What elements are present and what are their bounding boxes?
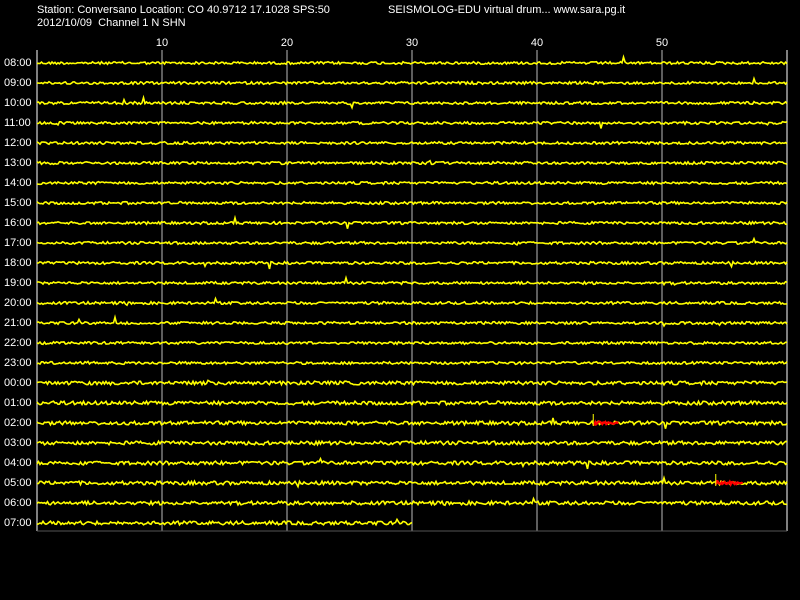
station-info: Station: Conversano Location: CO 40.9712… bbox=[37, 4, 330, 16]
trace-1100 bbox=[36, 120, 788, 129]
trace-0000 bbox=[36, 379, 788, 387]
trace-1600 bbox=[36, 214, 788, 229]
hour-row-label: 15:00 bbox=[4, 197, 32, 209]
trace-0100 bbox=[36, 399, 788, 407]
event-trace bbox=[714, 479, 744, 488]
hour-row-label: 02:00 bbox=[4, 417, 32, 429]
trace-0700 bbox=[36, 517, 413, 527]
hour-row-label: 22:00 bbox=[4, 337, 32, 349]
event-trace bbox=[593, 419, 619, 427]
hour-row-label: 13:00 bbox=[4, 157, 32, 169]
hour-row-label: 20:00 bbox=[4, 297, 32, 309]
date-channel-info: 2012/10/09 Channel 1 N SHN bbox=[37, 17, 186, 29]
trace-1500 bbox=[36, 200, 788, 206]
hour-row-label: 06:00 bbox=[4, 497, 32, 509]
hour-row-label: 16:00 bbox=[4, 217, 32, 229]
trace-1800 bbox=[36, 260, 788, 270]
hour-row-label: 04:00 bbox=[4, 457, 32, 469]
trace-2000 bbox=[36, 296, 788, 307]
minute-tick-label: 50 bbox=[655, 37, 669, 49]
hour-row-label: 01:00 bbox=[4, 397, 32, 409]
hour-row-label: 07:00 bbox=[4, 517, 32, 529]
trace-0300 bbox=[36, 439, 788, 447]
trace-1400 bbox=[36, 180, 788, 186]
hour-row-label: 00:00 bbox=[4, 377, 32, 389]
trace-0200 bbox=[36, 417, 788, 429]
trace-1000 bbox=[36, 94, 788, 110]
trace-2300 bbox=[36, 360, 788, 366]
hour-row-label: 19:00 bbox=[4, 277, 32, 289]
drum-title: SEISMOLOG-EDU virtual drum... www.sara.p… bbox=[388, 4, 626, 16]
hour-row-label: 21:00 bbox=[4, 317, 32, 329]
hour-row-label: 18:00 bbox=[4, 257, 32, 269]
minute-tick-label: 20 bbox=[280, 37, 294, 49]
hour-row-label: 14:00 bbox=[4, 177, 32, 189]
trace-2100 bbox=[36, 314, 788, 328]
trace-0500 bbox=[36, 475, 788, 489]
hour-row-label: 03:00 bbox=[4, 437, 32, 449]
trace-1300 bbox=[36, 159, 788, 166]
minute-tick-label: 30 bbox=[405, 37, 419, 49]
trace-0900 bbox=[36, 75, 788, 86]
trace-0400 bbox=[36, 456, 788, 470]
hour-row-label: 10:00 bbox=[4, 97, 32, 109]
trace-1700 bbox=[36, 236, 788, 247]
hour-row-label: 05:00 bbox=[4, 477, 32, 489]
trace-2200 bbox=[36, 340, 787, 346]
trace-0600 bbox=[36, 496, 788, 507]
hour-row-label: 23:00 bbox=[4, 357, 32, 369]
trace-0800 bbox=[36, 54, 788, 66]
trace-1900 bbox=[36, 275, 788, 287]
hour-row-label: 11:00 bbox=[4, 117, 31, 129]
minute-tick-label: 40 bbox=[530, 37, 544, 49]
hour-row-label: 08:00 bbox=[4, 57, 32, 69]
hour-row-label: 17:00 bbox=[4, 237, 32, 249]
hour-row-label: 09:00 bbox=[4, 77, 32, 89]
trace-1200 bbox=[36, 140, 788, 146]
minute-tick-label: 10 bbox=[155, 37, 169, 49]
hour-row-label: 12:00 bbox=[4, 137, 32, 149]
